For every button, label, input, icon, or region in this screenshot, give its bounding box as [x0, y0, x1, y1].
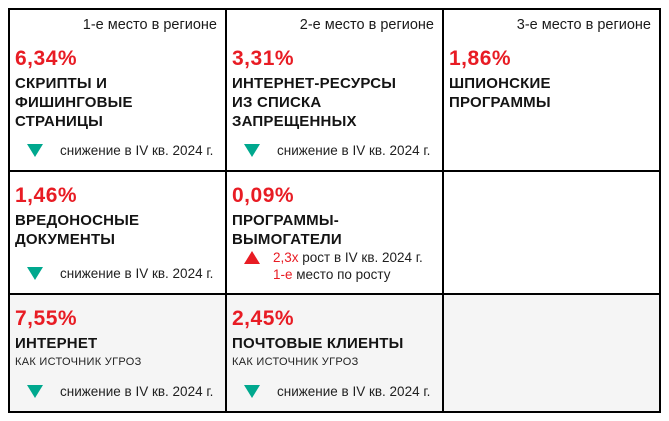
- threat-subtitle: КАК ИСТОЧНИК УГРОЗ: [15, 356, 142, 368]
- threat-percent: 6,34%: [15, 47, 78, 70]
- rank-header: 3-е место в регионе: [516, 17, 651, 33]
- threat-subtitle: КАК ИСТОЧНИК УГРОЗ: [232, 356, 359, 368]
- threat-percent: 1,86%: [449, 47, 512, 70]
- threat-title: ВРЕДОНОСНЫЕ ДОКУМЕНТЫ: [15, 212, 140, 248]
- triangle-down-icon: [27, 385, 43, 398]
- threat-percent: 7,55%: [15, 307, 78, 330]
- trend-indicator: снижение в IV кв. 2024 г.: [15, 142, 219, 159]
- triangle-up-icon: [244, 251, 260, 264]
- trend-text: снижение в IV кв. 2024 г.: [277, 143, 431, 158]
- threat-percent: 2,45%: [232, 307, 295, 330]
- empty-cell: [444, 295, 659, 411]
- trend-rank-text: место по росту: [292, 267, 391, 282]
- threat-title: ИНТЕРНЕТ: [15, 335, 98, 352]
- threat-percent: 3,31%: [232, 47, 295, 70]
- threat-title: СКРИПТЫ И ФИШИНГОВЫЕ СТРАНИЦЫ: [15, 75, 133, 130]
- threat-percent: 0,09%: [232, 184, 295, 207]
- trend-text: снижение в IV кв. 2024 г.: [60, 266, 214, 281]
- trend-growth-line: 2,3x рост в IV кв. 2024 г.: [273, 250, 423, 265]
- cell-spyware: 3-е место в регионе 1,86% ШПИОНСКИЕ ПРОГ…: [444, 10, 659, 172]
- trend-indicator: снижение в IV кв. 2024 г.: [15, 383, 219, 400]
- cell-banned-resources: 2-е место в регионе 3,31% ИНТЕРНЕТ-РЕСУР…: [227, 10, 444, 172]
- triangle-down-icon: [27, 267, 43, 280]
- threats-table: 1-е место в регионе 6,34% СКРИПТЫ И ФИШИ…: [8, 8, 661, 413]
- cell-ransomware: 0,09% ПРОГРАММЫ- ВЫМОГАТЕЛИ 2,3x рост в …: [227, 172, 444, 295]
- threat-title: ШПИОНСКИЕ ПРОГРАММЫ: [449, 75, 551, 111]
- trend-growth-text: рост в IV кв. 2024 г.: [298, 250, 423, 265]
- empty-cell: [444, 172, 659, 295]
- trend-text: снижение в IV кв. 2024 г.: [60, 143, 214, 158]
- triangle-down-icon: [27, 144, 43, 157]
- cell-mail-threat-source: 2,45% ПОЧТОВЫЕ КЛИЕНТЫ КАК ИСТОЧНИК УГРО…: [227, 295, 444, 411]
- trend-indicator: снижение в IV кв. 2024 г.: [15, 265, 219, 282]
- cell-scripts-phishing: 1-е место в регионе 6,34% СКРИПТЫ И ФИШИ…: [10, 10, 227, 172]
- trend-accent: 1-е: [273, 267, 293, 282]
- rank-header: 1-е место в регионе: [82, 17, 217, 33]
- trend-indicator: снижение в IV кв. 2024 г.: [232, 383, 436, 400]
- triangle-down-icon: [244, 385, 260, 398]
- trend-indicator: снижение в IV кв. 2024 г.: [232, 142, 436, 159]
- rank-header: 2-е место в регионе: [299, 17, 434, 33]
- threat-title: ПРОГРАММЫ- ВЫМОГАТЕЛИ: [232, 212, 342, 248]
- trend-accent: 2,3x: [273, 250, 299, 265]
- threat-title: ИНТЕРНЕТ-РЕСУРСЫ ИЗ СПИСКА ЗАПРЕЩЕННЫХ: [232, 75, 397, 130]
- trend-text: снижение в IV кв. 2024 г.: [60, 384, 214, 399]
- trend-indicator: 2,3x рост в IV кв. 2024 г. 1-е место по …: [232, 249, 436, 283]
- triangle-down-icon: [244, 144, 260, 157]
- trend-text: 2,3x рост в IV кв. 2024 г. 1-е место по …: [273, 249, 423, 283]
- trend-text: снижение в IV кв. 2024 г.: [277, 384, 431, 399]
- threat-title: ПОЧТОВЫЕ КЛИЕНТЫ: [232, 335, 404, 352]
- cell-web-threat-source: 7,55% ИНТЕРНЕТ КАК ИСТОЧНИК УГРОЗ снижен…: [10, 295, 227, 411]
- trend-rank-line: 1-е место по росту: [273, 267, 391, 282]
- cell-malicious-documents: 1,46% ВРЕДОНОСНЫЕ ДОКУМЕНТЫ снижение в I…: [10, 172, 227, 295]
- threat-percent: 1,46%: [15, 184, 78, 207]
